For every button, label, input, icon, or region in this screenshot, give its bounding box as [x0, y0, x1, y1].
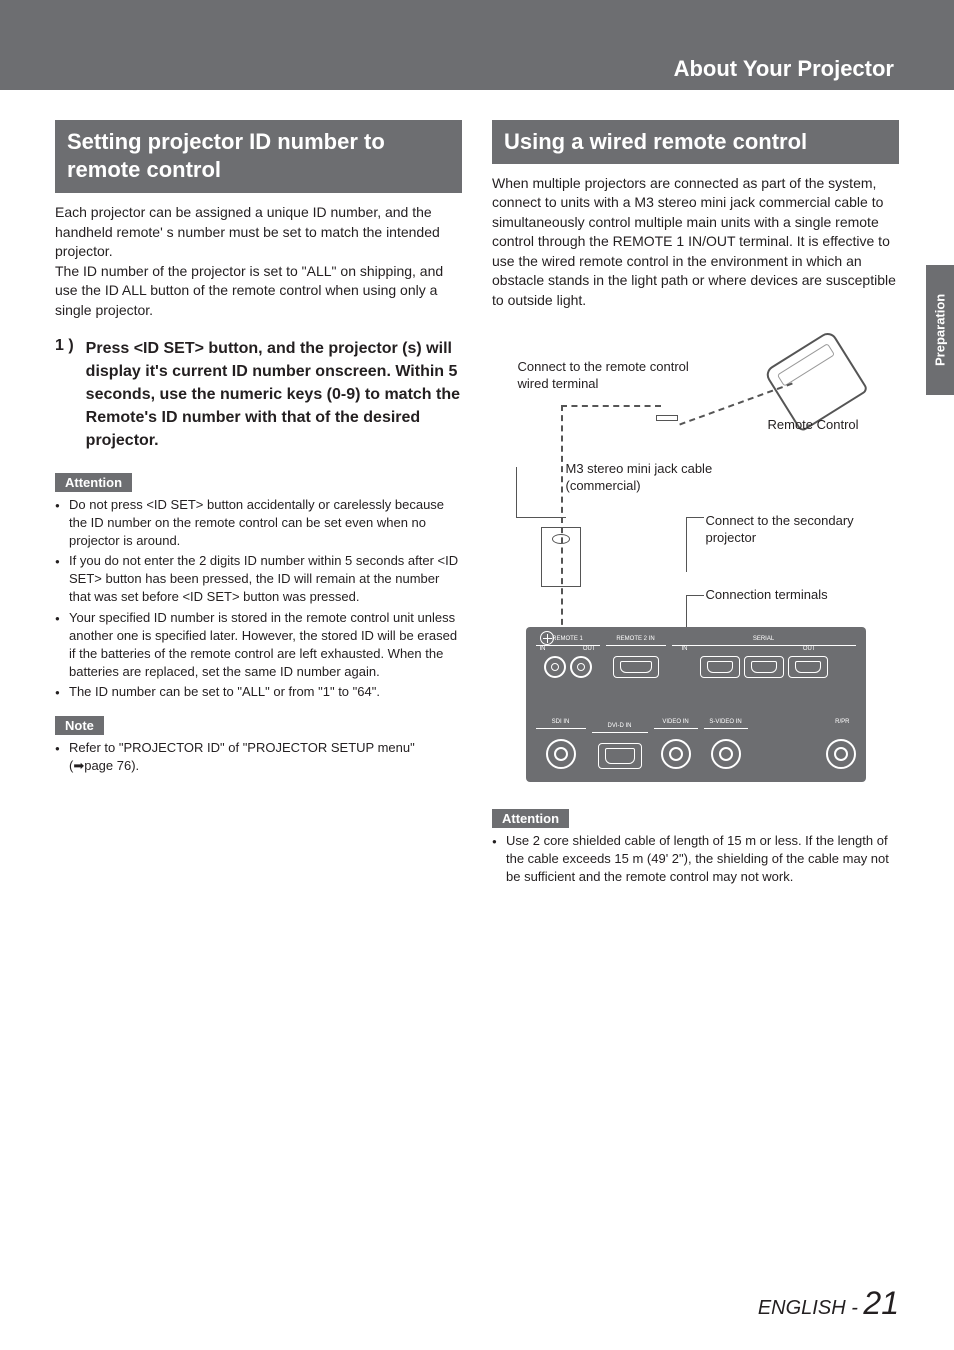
label-connection-terminals: Connection terminals	[706, 587, 828, 604]
port-remote1: REMOTE 1 IN OUT	[536, 645, 600, 695]
wiring-diagram: Connect to the remote control wired term…	[506, 327, 886, 797]
left-column: Setting projector ID number to remote co…	[55, 120, 462, 900]
intro-right: When multiple projectors are connected a…	[492, 174, 899, 311]
jack-icon	[661, 739, 691, 769]
port-label: OUT	[803, 646, 816, 652]
step-number: 1 )	[55, 337, 74, 453]
note-label: Note	[55, 716, 104, 735]
section-title-left: Setting projector ID number to remote co…	[55, 120, 462, 193]
port-label: S-VIDEO IN	[706, 719, 746, 725]
label-m3-cable: M3 stereo mini jack cable (commercial)	[566, 461, 766, 495]
dsub-icon	[700, 656, 740, 678]
attention-item: Use 2 core shielded cable of length of 1…	[492, 832, 899, 887]
page-footer: ENGLISH - 21	[758, 1285, 899, 1322]
right-column: Using a wired remote control When multip…	[492, 120, 899, 900]
label-secondary-projector: Connect to the secondary projector	[706, 513, 866, 547]
jack-icon	[711, 739, 741, 769]
port-label: REMOTE 1	[538, 636, 598, 642]
port-label: IN	[540, 646, 546, 652]
page-number: 21	[863, 1285, 899, 1321]
attention-item: The ID number can be set to "ALL" or fro…	[55, 683, 462, 701]
port-label: REMOTE 2 IN	[608, 636, 664, 642]
port-label: SDI IN	[538, 719, 584, 725]
attention-list-left: Do not press <ID SET> button accidentall…	[55, 496, 462, 702]
port-serial: SERIAL IN OUT	[672, 645, 856, 695]
label-remote-control: Remote Control	[768, 417, 859, 434]
side-tab-preparation: Preparation	[926, 265, 954, 395]
jack-icon	[546, 739, 576, 769]
leader-line	[686, 517, 687, 572]
leader-line	[516, 517, 566, 518]
attention-item: Do not press <ID SET> button accidentall…	[55, 496, 462, 551]
attention-item: Your specified ID number is stored in th…	[55, 609, 462, 682]
attention-list-right: Use 2 core shielded cable of length of 1…	[492, 832, 899, 887]
port-label: OUT	[583, 646, 596, 652]
leader-line	[686, 517, 704, 518]
content-area: Setting projector ID number to remote co…	[0, 90, 954, 900]
dsub-icon	[788, 656, 828, 678]
step-1: 1 ) Press <ID SET> button, and the proje…	[55, 337, 462, 453]
port-video: VIDEO IN	[654, 728, 698, 769]
leader-line	[516, 467, 517, 517]
header-title: About Your Projector	[674, 56, 894, 82]
dvi-icon	[598, 743, 642, 769]
jack-icon	[826, 739, 856, 769]
attention-label-right: Attention	[492, 809, 569, 828]
port-remote2: REMOTE 2 IN	[606, 645, 666, 695]
leader-line	[686, 595, 704, 596]
panel-row-bottom: SDI IN DVI-D IN VIDEO IN S-VIDEO IN	[536, 709, 856, 769]
note-list: Refer to "PROJECTOR ID" of "PROJECTOR SE…	[55, 739, 462, 775]
port-dvi: DVI-D IN	[592, 732, 648, 769]
port-label: SERIAL	[674, 636, 854, 642]
attention-label-left: Attention	[55, 473, 132, 492]
jack-icon	[570, 656, 592, 678]
cable-icon	[561, 405, 563, 635]
header-bar: About Your Projector	[0, 0, 954, 90]
section-title-right: Using a wired remote control	[492, 120, 899, 164]
port-label: DVI-D IN	[594, 723, 646, 729]
jack-icon	[544, 656, 566, 678]
note-item: Refer to "PROJECTOR ID" of "PROJECTOR SE…	[55, 739, 462, 775]
panel-row-top: REMOTE 1 IN OUT REMOTE 2 IN SERIAL IN OU…	[536, 645, 856, 695]
step-text: Press <ID SET> button, and the projector…	[86, 337, 462, 453]
port-sdi: SDI IN	[536, 728, 586, 769]
port-label: R/PR	[835, 719, 849, 725]
intro-left: Each projector can be assigned a unique …	[55, 203, 462, 321]
dsub-icon	[744, 656, 784, 678]
port-label: VIDEO IN	[656, 719, 696, 725]
attention-item: If you do not enter the 2 digits ID numb…	[55, 552, 462, 607]
footer-language: ENGLISH -	[758, 1297, 864, 1319]
port-svideo: S-VIDEO IN	[704, 728, 748, 769]
dsub-icon	[613, 656, 659, 678]
label-remote-terminal: Connect to the remote control wired term…	[518, 359, 698, 393]
secondary-projector-icon	[541, 527, 581, 587]
cable-icon	[561, 405, 661, 407]
port-rpr: R/PR	[754, 729, 856, 769]
plug-icon	[656, 415, 678, 421]
port-label: IN	[682, 646, 688, 652]
terminal-panel: REMOTE 1 IN OUT REMOTE 2 IN SERIAL IN OU…	[526, 627, 866, 782]
